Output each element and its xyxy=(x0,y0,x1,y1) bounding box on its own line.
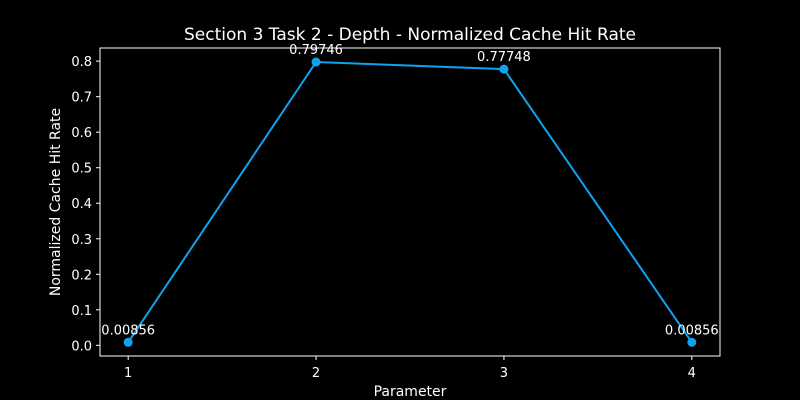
series-line xyxy=(127,60,693,343)
y-tick-label: 0.0 xyxy=(71,339,92,354)
plot-area-frame xyxy=(99,47,721,357)
data-point xyxy=(311,57,321,67)
data-label: 0.79746 xyxy=(289,43,343,58)
y-tick-label: 0.3 xyxy=(71,233,92,248)
y-axis-ticks: 0.0 0.1 0.2 0.3 0.4 0.5 0.6 0.7 0.8 xyxy=(71,55,100,354)
x-tick-label: 4 xyxy=(688,366,696,381)
y-tick-label: 0.4 xyxy=(71,197,92,212)
data-label: 0.00856 xyxy=(665,323,719,338)
y-axis-label: Normalized Cache Hit Rate xyxy=(48,108,64,296)
data-label: 0.00856 xyxy=(101,323,155,338)
y-tick-label: 0.5 xyxy=(71,162,92,177)
y-tick-label: 0.7 xyxy=(71,91,92,106)
x-tick-label: 2 xyxy=(312,366,320,381)
x-axis-label: Parameter xyxy=(374,384,447,400)
y-tick-label: 0.8 xyxy=(71,55,92,70)
chart-title: Section 3 Task 2 - Depth - Normalized Ca… xyxy=(184,25,636,45)
x-tick-label: 3 xyxy=(500,366,508,381)
data-point xyxy=(123,337,133,347)
y-tick-label: 0.1 xyxy=(71,304,92,319)
y-tick-label: 0.6 xyxy=(71,126,92,141)
data-point xyxy=(687,337,697,347)
series-layer: 0.00856 0.79746 0.77748 0.00856 xyxy=(101,43,719,347)
x-axis-ticks: 1 2 3 4 xyxy=(124,356,696,381)
x-tick-label: 1 xyxy=(124,366,132,381)
data-label: 0.77748 xyxy=(477,50,531,65)
y-tick-label: 0.2 xyxy=(71,268,92,283)
data-point xyxy=(499,64,509,74)
